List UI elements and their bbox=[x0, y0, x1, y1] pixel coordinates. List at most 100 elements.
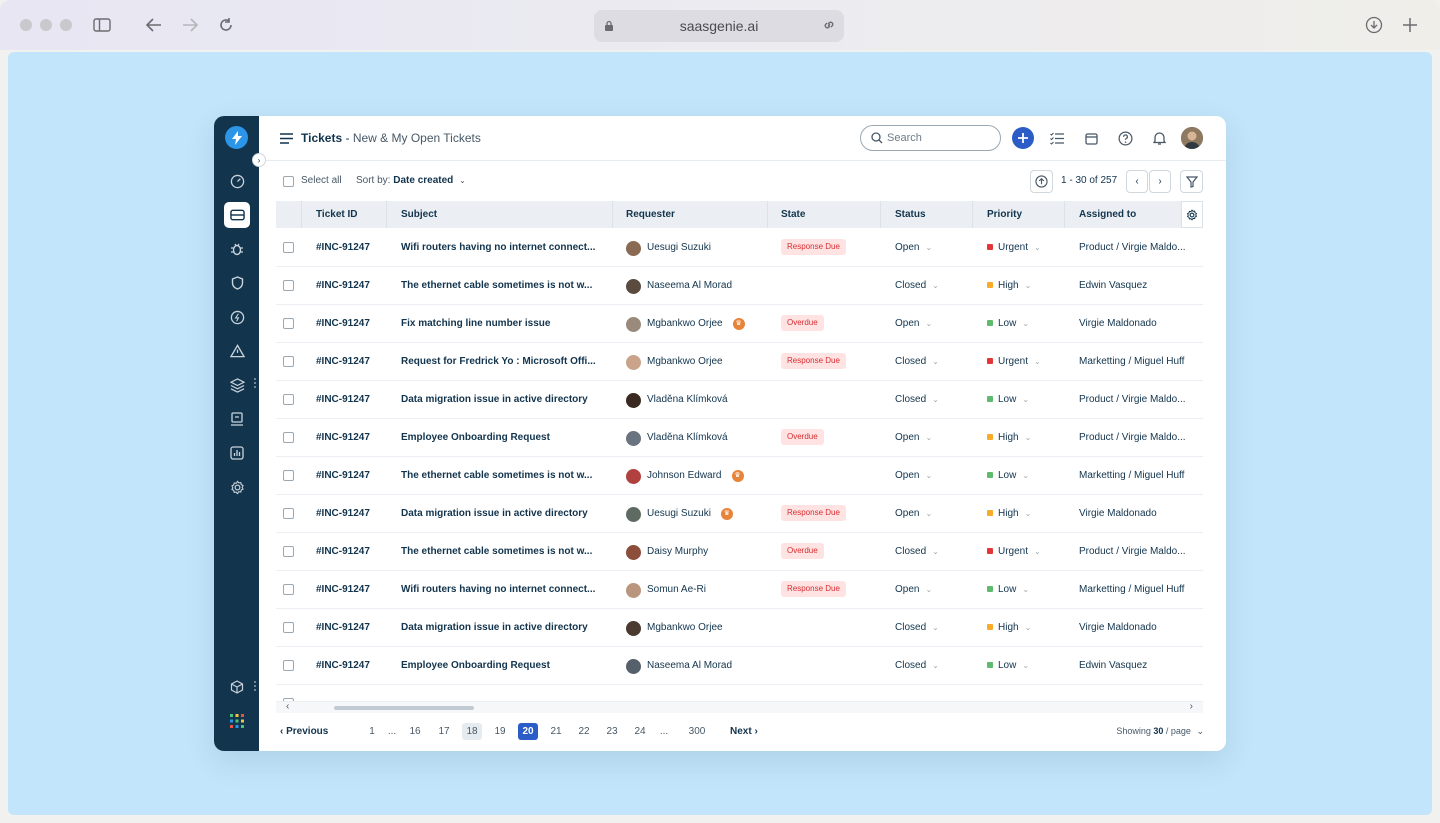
page-number-19[interactable]: 19 bbox=[494, 726, 506, 737]
priority-dropdown[interactable]: Low ⌄ bbox=[987, 647, 1062, 685]
row-checkbox[interactable] bbox=[283, 432, 294, 443]
column-header-state[interactable]: State bbox=[781, 209, 806, 220]
status-dropdown[interactable]: Open ⌄ bbox=[895, 305, 970, 343]
previous-page-link[interactable]: ‹ Previous bbox=[280, 723, 328, 740]
status-dropdown[interactable]: Closed ⌄ bbox=[895, 533, 970, 571]
page-number-24[interactable]: 24 bbox=[634, 726, 646, 737]
row-checkbox[interactable] bbox=[283, 242, 294, 253]
column-settings-gear-icon[interactable] bbox=[1181, 201, 1203, 228]
subject-cell[interactable]: Request for Fredrick Yo : Microsoft Offi… bbox=[401, 356, 596, 367]
subject-cell[interactable]: The ethernet cable sometimes is not w... bbox=[401, 280, 593, 291]
bug-icon[interactable] bbox=[224, 236, 250, 262]
requester-cell[interactable]: Uesugi Suzuki ♛ bbox=[626, 495, 761, 533]
download-icon[interactable] bbox=[1363, 14, 1385, 36]
subject-cell[interactable]: Wifi routers having no internet connect.… bbox=[401, 242, 596, 253]
ticket-id-cell[interactable]: #INC-91247 bbox=[316, 242, 370, 253]
page-number-300[interactable]: 300 bbox=[688, 726, 706, 737]
view-name[interactable]: New & My Open Tickets bbox=[352, 131, 481, 145]
subject-cell[interactable]: Data migration issue in active directory bbox=[401, 508, 588, 519]
next-page-button[interactable]: › bbox=[1149, 170, 1171, 193]
requester-cell[interactable]: Uesugi Suzuki bbox=[626, 229, 761, 267]
link-icon[interactable] bbox=[822, 18, 836, 35]
ticket-id-cell[interactable]: #INC-91247 bbox=[316, 508, 370, 519]
scrollbar-thumb[interactable] bbox=[334, 706, 474, 710]
status-dropdown[interactable]: Open ⌄ bbox=[895, 495, 970, 533]
todo-list-icon[interactable] bbox=[1046, 127, 1068, 149]
menu-icon[interactable] bbox=[280, 131, 293, 149]
requester-cell[interactable]: Mgbankwo Orjee ♛ bbox=[626, 305, 761, 343]
table-row[interactable]: #INC-91247 Employee Onboarding Request Nas… bbox=[276, 647, 1203, 685]
status-dropdown[interactable]: Closed ⌄ bbox=[895, 267, 970, 305]
select-all-checkbox[interactable] bbox=[283, 176, 294, 187]
ticket-id-cell[interactable]: #INC-91247 bbox=[316, 356, 370, 367]
status-dropdown[interactable]: Closed ⌄ bbox=[895, 609, 970, 647]
row-checkbox[interactable] bbox=[283, 394, 294, 405]
column-header-status[interactable]: Status bbox=[895, 209, 926, 220]
status-dropdown[interactable]: Closed ⌄ bbox=[895, 381, 970, 419]
table-row-partial[interactable] bbox=[276, 685, 1203, 701]
ticket-id-cell[interactable]: #INC-91247 bbox=[316, 470, 370, 481]
row-checkbox[interactable] bbox=[283, 356, 294, 367]
next-page-link[interactable]: Next › bbox=[730, 723, 758, 740]
sidebar-expand-button[interactable]: › bbox=[252, 153, 266, 167]
requester-cell[interactable]: Mgbankwo Orjee bbox=[626, 343, 761, 381]
dashboard-icon[interactable] bbox=[224, 168, 250, 194]
new-tab-icon[interactable] bbox=[1399, 14, 1421, 36]
reports-icon[interactable] bbox=[224, 440, 250, 466]
assigned-to-cell[interactable]: Product / Virgie Maldo... bbox=[1079, 394, 1186, 405]
assigned-to-cell[interactable]: Marketting / Miguel Huff bbox=[1079, 584, 1185, 595]
status-dropdown[interactable]: Closed ⌄ bbox=[895, 647, 970, 685]
column-header-assigned-to[interactable]: Assigned to bbox=[1079, 209, 1137, 220]
back-arrow-icon[interactable] bbox=[143, 14, 165, 36]
address-bar[interactable]: saasgenie.ai bbox=[594, 10, 844, 42]
row-checkbox[interactable] bbox=[283, 622, 294, 633]
subject-cell[interactable]: The ethernet cable sometimes is not w... bbox=[401, 546, 593, 557]
requester-cell[interactable]: Vladěna Klímková bbox=[626, 381, 761, 419]
horizontal-scrollbar[interactable]: ‹ › bbox=[276, 701, 1203, 713]
sidebar-toggle-icon[interactable] bbox=[91, 14, 113, 36]
page-number-17[interactable]: 17 bbox=[438, 726, 450, 737]
page-number-16[interactable]: 16 bbox=[409, 726, 421, 737]
priority-dropdown[interactable]: High ⌄ bbox=[987, 495, 1062, 533]
prev-page-button[interactable]: ‹ bbox=[1126, 170, 1148, 193]
row-checkbox[interactable] bbox=[283, 546, 294, 557]
row-checkbox[interactable] bbox=[283, 318, 294, 329]
column-header-priority[interactable]: Priority bbox=[987, 209, 1023, 220]
table-row[interactable]: #INC-91247 Data migration issue in active… bbox=[276, 381, 1203, 419]
page-number-21[interactable]: 21 bbox=[550, 726, 562, 737]
priority-dropdown[interactable]: High ⌄ bbox=[987, 609, 1062, 647]
app-grid-icon[interactable] bbox=[224, 708, 250, 734]
status-dropdown[interactable]: Closed ⌄ bbox=[895, 343, 970, 381]
filter-icon[interactable] bbox=[1180, 170, 1203, 193]
column-header-requester[interactable]: Requester bbox=[626, 209, 675, 220]
status-dropdown[interactable]: Open ⌄ bbox=[895, 457, 970, 495]
page-number-23[interactable]: 23 bbox=[606, 726, 618, 737]
ticket-id-cell[interactable]: #INC-91247 bbox=[316, 660, 370, 671]
page-size-selector[interactable]: Showing 30 / page ⌄ bbox=[1116, 726, 1204, 737]
requester-cell[interactable]: Naseema Al Morad bbox=[626, 647, 761, 685]
row-checkbox[interactable] bbox=[283, 584, 294, 595]
priority-dropdown[interactable]: High ⌄ bbox=[987, 419, 1062, 457]
assigned-to-cell[interactable]: Marketting / Miguel Huff bbox=[1079, 470, 1185, 481]
subject-cell[interactable]: Employee Onboarding Request bbox=[401, 660, 550, 671]
table-row[interactable]: #INC-91247 Employee Onboarding Request Vla… bbox=[276, 419, 1203, 457]
row-checkbox[interactable] bbox=[283, 698, 294, 701]
sort-dropdown[interactable]: Sort by: Date created ⌄ bbox=[356, 175, 466, 186]
table-row[interactable]: #INC-91247 The ethernet cable sometimes i… bbox=[276, 267, 1203, 305]
page-number-18[interactable]: 18 bbox=[462, 723, 482, 740]
priority-dropdown[interactable]: Urgent ⌄ bbox=[987, 533, 1062, 571]
assigned-to-cell[interactable]: Product / Virgie Maldo... bbox=[1079, 546, 1186, 557]
logo-icon[interactable] bbox=[225, 126, 248, 149]
user-avatar[interactable] bbox=[1181, 127, 1203, 149]
maximize-window-button[interactable] bbox=[60, 19, 72, 31]
table-row[interactable]: #INC-91247 Data migration issue in active… bbox=[276, 609, 1203, 647]
row-checkbox[interactable] bbox=[283, 280, 294, 291]
requester-cell[interactable]: Daisy Murphy bbox=[626, 533, 761, 571]
notifications-bell-icon[interactable] bbox=[1148, 127, 1170, 149]
row-checkbox[interactable] bbox=[283, 508, 294, 519]
table-row[interactable]: #INC-91247 Wifi routers having no interne… bbox=[276, 571, 1203, 609]
tickets-icon[interactable] bbox=[224, 202, 250, 228]
knowledge-base-icon[interactable] bbox=[224, 406, 250, 432]
assigned-to-cell[interactable]: Virgie Maldonado bbox=[1079, 622, 1157, 633]
subject-cell[interactable]: Employee Onboarding Request bbox=[401, 432, 550, 443]
